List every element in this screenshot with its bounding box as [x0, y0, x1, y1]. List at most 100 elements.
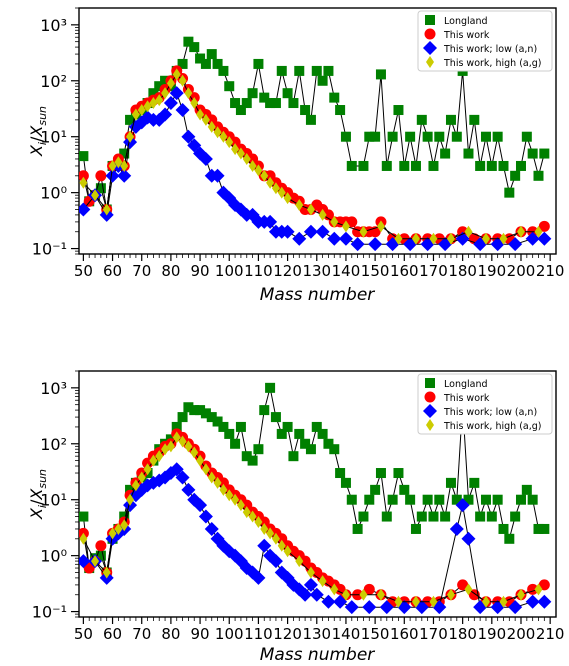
data-point-longland — [486, 511, 497, 522]
data-point-longland — [492, 131, 503, 142]
x-tick-label: 60 — [103, 625, 122, 643]
data-point-high_ag — [411, 232, 420, 245]
data-point-high_ag — [201, 463, 210, 476]
data-point-this_work — [538, 220, 550, 232]
plot-frame — [78, 370, 557, 618]
legend-marker-this_work — [424, 391, 436, 403]
x-tick-label: 160 — [390, 625, 419, 643]
data-point-longland — [177, 58, 188, 69]
x-tick-label: 120 — [273, 625, 302, 643]
data-point-longland — [160, 75, 171, 86]
data-point-longland — [241, 451, 252, 462]
data-point-high_ag — [207, 120, 216, 133]
data-point-high_ag — [260, 169, 269, 182]
legend-marker-low_an — [423, 404, 437, 418]
data-point-longland — [241, 98, 252, 109]
x-tick-label: 190 — [477, 262, 506, 280]
x-tick-label: 70 — [132, 625, 151, 643]
data-point-high_ag — [184, 87, 193, 100]
data-point-high_ag — [126, 130, 135, 143]
data-point-longland — [235, 421, 246, 432]
legend-marker-this_work — [424, 28, 436, 40]
data-point-low_an — [79, 554, 91, 569]
data-point-longland — [247, 88, 258, 99]
data-point-longland — [300, 105, 311, 116]
data-point-high_ag — [196, 454, 205, 467]
data-point-longland — [265, 98, 276, 109]
data-point-longland — [323, 438, 334, 449]
x-tick-label: 110 — [244, 262, 273, 280]
data-point-high_ag — [213, 126, 222, 139]
data-point-longland — [387, 131, 398, 142]
data-point-high_ag — [131, 108, 140, 121]
data-point-longland — [498, 160, 509, 171]
x-tick-label: 90 — [191, 625, 210, 643]
data-point-longland — [393, 105, 404, 116]
data-point-longland — [329, 92, 340, 103]
y-axis-ticks: 10⁻¹ 10⁰ 10¹ 10² 10³ — [32, 370, 79, 622]
x-tick-label: 200 — [507, 262, 536, 280]
data-point-high_ag — [219, 130, 228, 143]
data-point-high_ag — [231, 143, 240, 156]
data-point-high_ag — [219, 483, 228, 496]
data-point-longland — [235, 105, 246, 116]
data-point-longland — [381, 160, 392, 171]
data-point-high_ag — [464, 583, 473, 596]
data-point-low_an — [251, 570, 266, 585]
data-point-longland — [370, 131, 381, 142]
data-point-longland — [346, 160, 357, 171]
data-point-low_an — [508, 237, 523, 252]
data-point-low_an — [379, 600, 394, 615]
data-point-low_an — [117, 168, 132, 183]
data-point-high_ag — [137, 104, 146, 117]
data-point-longland — [253, 444, 264, 455]
data-point-high_ag — [306, 566, 315, 579]
data-point-longland — [259, 92, 270, 103]
data-point-longland — [504, 533, 515, 544]
data-point-longland — [224, 81, 235, 92]
legend-label: This work — [443, 393, 490, 404]
data-point-high_ag — [534, 225, 543, 238]
data-point-high_ag — [201, 113, 210, 126]
data-point-longland — [410, 160, 421, 171]
data-point-high_ag — [446, 232, 455, 245]
x-tick-label: 50 — [74, 625, 93, 643]
x-tick-label: 180 — [448, 262, 477, 280]
data-point-high_ag — [172, 68, 181, 81]
data-point-low_an — [455, 498, 470, 513]
data-point-high_ag — [196, 108, 205, 121]
x-axis-ticks: 50 60 70 80 90 100 110 120 130 140 150 160 170 180 190… — [74, 254, 564, 280]
data-point-low_an — [280, 224, 295, 239]
data-point-longland — [206, 412, 217, 423]
data-point-high_ag — [248, 159, 257, 172]
data-point-low_an — [303, 577, 318, 592]
data-point-low_an — [537, 594, 552, 609]
data-point-low_an — [508, 600, 523, 615]
data-point-high_ag — [266, 176, 275, 189]
x-tick-label: 170 — [419, 625, 448, 643]
data-point-low_an — [309, 587, 324, 602]
data-point-longland — [399, 160, 410, 171]
data-point-high_ag — [236, 147, 245, 160]
legend-label: This work, high (a,g) — [443, 58, 541, 69]
data-point-longland — [510, 511, 521, 522]
data-point-longland — [276, 65, 287, 76]
data-point-low_an — [327, 231, 342, 246]
data-point-longland — [381, 511, 392, 522]
data-point-low_an — [449, 521, 464, 536]
data-point-longland — [200, 408, 211, 419]
x-tick-label: 140 — [332, 262, 361, 280]
data-point-longland — [288, 451, 299, 462]
data-point-longland — [230, 438, 241, 449]
data-point-high_ag — [149, 454, 158, 467]
x-tick-label: 150 — [361, 262, 390, 280]
data-point-high_ag — [236, 499, 245, 512]
data-point-longland — [253, 58, 264, 69]
data-point-longland — [445, 114, 456, 125]
data-point-longland — [515, 494, 526, 505]
data-point-longland — [521, 484, 532, 495]
data-point-longland — [294, 428, 305, 439]
data-point-low_an — [169, 86, 184, 101]
data-point-low_an — [181, 129, 196, 144]
data-point-longland — [498, 523, 509, 534]
